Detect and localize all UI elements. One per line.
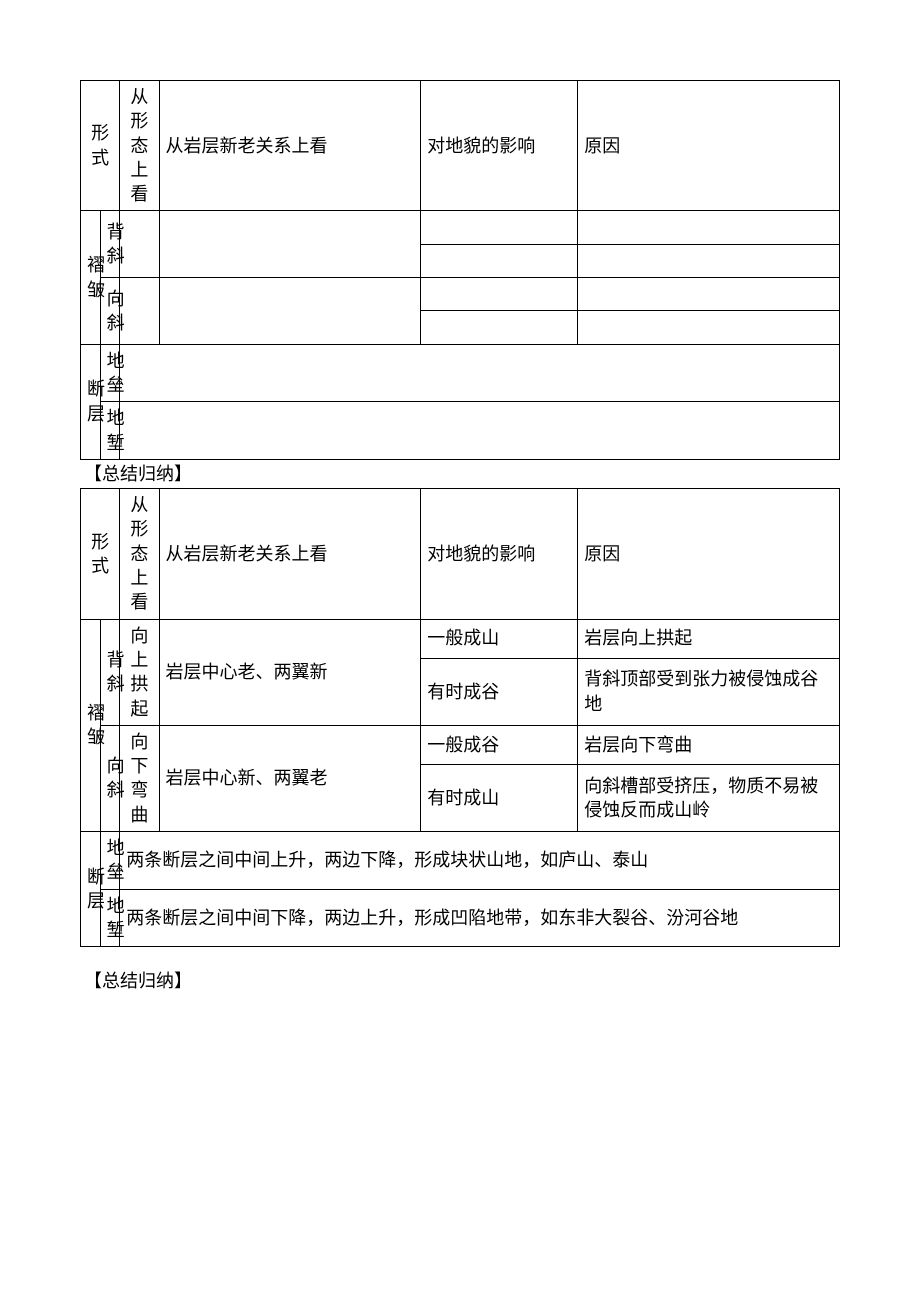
cell-empty (578, 211, 840, 244)
table-2: 形式 从形态上看 从岩层新老关系上看 对地貌的影响 原因 褶皱 背斜 向上拱起 … (80, 488, 840, 947)
header-rock-age: 从岩层新老关系上看 (159, 81, 421, 211)
row-fault: 断层 (81, 832, 101, 947)
cell-syncline-effect1: 一般成谷 (421, 725, 578, 764)
cell-anticline-rock-age: 岩层中心老、两翼新 (159, 619, 421, 725)
cell-empty (159, 278, 421, 345)
cell-horst-desc: 两条断层之间中间上升，两边下降，形成块状山地，如庐山、泰山 (120, 832, 840, 890)
cell-anticline-reason2: 背斜顶部受到张力被侵蚀成谷地 (578, 658, 840, 725)
cell-syncline-morphology: 向下弯曲 (120, 725, 159, 831)
summary-label-1: 【总结归纳】 (80, 460, 840, 488)
header-landform-effect: 对地貌的影响 (421, 81, 578, 211)
row-fold: 褶皱 (81, 211, 101, 344)
cell-empty (578, 244, 840, 277)
cell-empty (421, 244, 578, 277)
cell-empty (159, 211, 421, 278)
header-form: 形式 (81, 81, 120, 211)
cell-syncline-rock-age: 岩层中心新、两翼老 (159, 725, 421, 831)
row-fold: 褶皱 (81, 619, 101, 831)
cell-empty (120, 402, 840, 460)
cell-empty (578, 278, 840, 311)
cell-syncline-reason1: 岩层向下弯曲 (578, 725, 840, 764)
cell-graben-desc: 两条断层之间中间下降，两边上升，形成凹陷地带，如东非大裂谷、汾河谷地 (120, 889, 840, 947)
row-fault: 断层 (81, 344, 101, 459)
cell-empty (578, 311, 840, 344)
cell-anticline-reason1: 岩层向上拱起 (578, 619, 840, 658)
summary-label-2: 【总结归纳】 (80, 967, 840, 995)
cell-empty (120, 211, 159, 278)
cell-empty (421, 311, 578, 344)
header-landform-effect: 对地貌的影响 (421, 489, 578, 619)
cell-empty (120, 278, 159, 345)
cell-anticline-effect2: 有时成谷 (421, 658, 578, 725)
table-1: 形式 从形态上看 从岩层新老关系上看 对地貌的影响 原因 褶皱 背斜 向斜 断层… (80, 80, 840, 460)
cell-empty (120, 344, 840, 402)
header-reason: 原因 (578, 489, 840, 619)
cell-anticline-effect1: 一般成山 (421, 619, 578, 658)
header-rock-age: 从岩层新老关系上看 (159, 489, 421, 619)
cell-anticline-morphology: 向上拱起 (120, 619, 159, 725)
header-form: 形式 (81, 489, 120, 619)
cell-syncline-effect2: 有时成山 (421, 764, 578, 831)
cell-syncline-reason2: 向斜槽部受挤压，物质不易被侵蚀反而成山岭 (578, 764, 840, 831)
header-morphology: 从形态上看 (120, 489, 159, 619)
cell-empty (421, 211, 578, 244)
cell-empty (421, 278, 578, 311)
header-morphology: 从形态上看 (120, 81, 159, 211)
header-reason: 原因 (578, 81, 840, 211)
